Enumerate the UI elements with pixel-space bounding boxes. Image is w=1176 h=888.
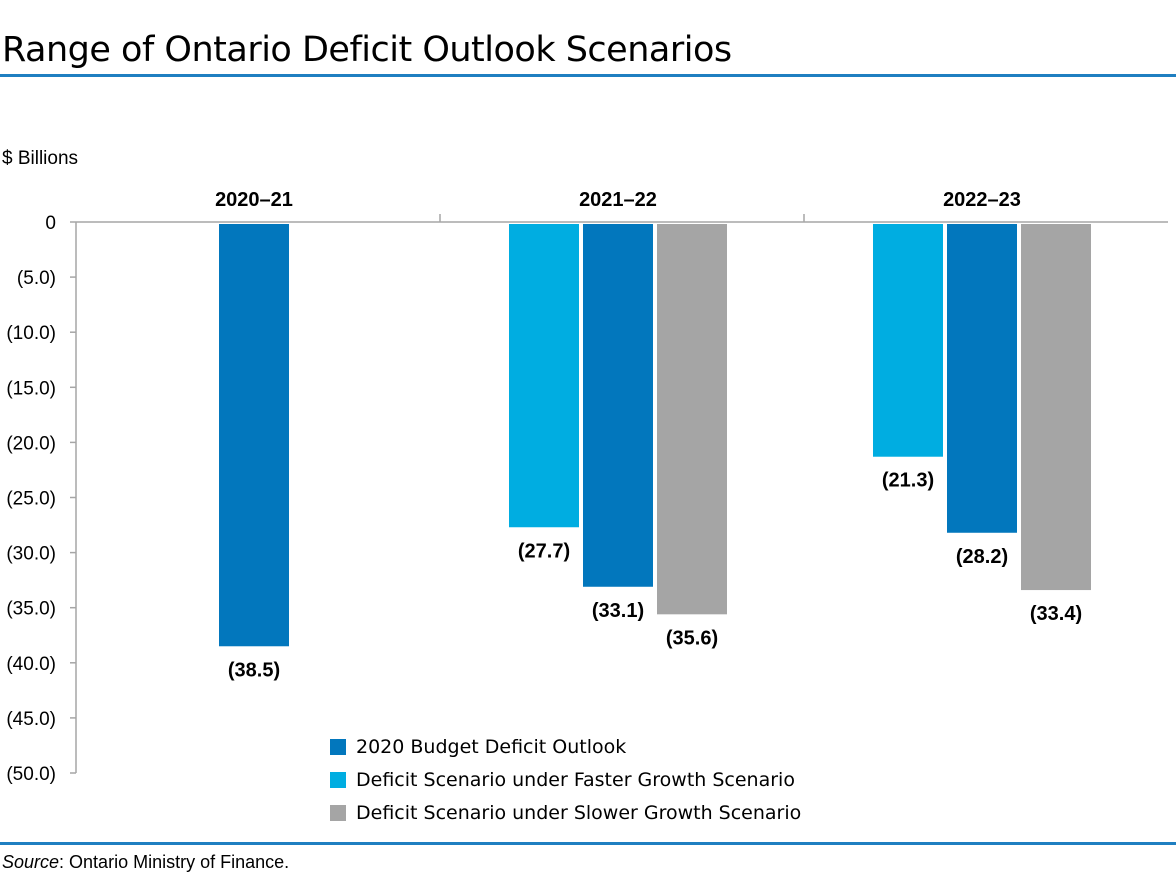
source-label: Source [2, 852, 60, 872]
bar [583, 224, 653, 587]
y-tick-label: (15.0) [6, 378, 56, 399]
bar-chart: 0 (5.0) (10.0) (15.0) (20.0) (25.0) (30.0) (35.… [6, 189, 1168, 785]
bar [873, 224, 943, 457]
y-tick-label: (35.0) [6, 599, 56, 620]
data-label: (28.2) [956, 546, 1008, 568]
footer-divider [0, 842, 1176, 845]
bar [219, 224, 289, 647]
legend-item-budget: 2020 Budget Deficit Outlook [330, 730, 801, 763]
y-tick-label: (20.0) [6, 433, 56, 454]
category-label: 2020–21 [215, 189, 293, 211]
chart-legend: 2020 Budget Deficit Outlook Deficit Scen… [330, 730, 801, 829]
legend-item-slower: Deficit Scenario under Slower Growth Sce… [330, 796, 801, 829]
legend-item-faster: Deficit Scenario under Faster Growth Sce… [330, 763, 801, 796]
y-tick-label: (10.0) [6, 323, 56, 344]
data-label: (33.1) [592, 600, 644, 622]
y-tick-label: 0 [45, 213, 56, 234]
data-label: (21.3) [882, 470, 934, 492]
bar [509, 224, 579, 528]
data-label: (35.6) [666, 627, 718, 649]
source-text: : Ontario Ministry of Finance. [59, 852, 290, 872]
y-axis-label: $ Billions [2, 148, 79, 169]
bar [1021, 224, 1091, 591]
bar [657, 224, 727, 615]
legend-label-faster: Deficit Scenario under Faster Growth Sce… [356, 768, 795, 791]
data-label: (38.5) [228, 659, 280, 681]
y-tick-label: (30.0) [6, 544, 56, 565]
legend-label-budget: 2020 Budget Deficit Outlook [356, 735, 627, 758]
legend-swatch-budget [330, 738, 346, 755]
y-tick-label: (5.0) [17, 268, 56, 289]
y-tick-label: (45.0) [6, 709, 56, 730]
data-label: (33.4) [1030, 603, 1082, 625]
legend-swatch-slower [330, 804, 346, 821]
y-tick-label: (50.0) [6, 764, 56, 785]
data-label: (27.7) [518, 540, 570, 562]
chart-title: Range of Ontario Deficit Outlook Scenari… [2, 30, 732, 70]
category-label: 2021–22 [579, 189, 657, 211]
category-label: 2022–23 [943, 189, 1021, 211]
y-tick-label: (40.0) [6, 654, 56, 675]
bar [947, 224, 1017, 533]
legend-swatch-faster [330, 771, 346, 788]
y-tick-label: (25.0) [6, 489, 56, 510]
legend-label-slower: Deficit Scenario under Slower Growth Sce… [356, 801, 802, 824]
title-divider [0, 74, 1176, 77]
source-note: Source: Ontario Ministry of Finance. [2, 852, 289, 873]
